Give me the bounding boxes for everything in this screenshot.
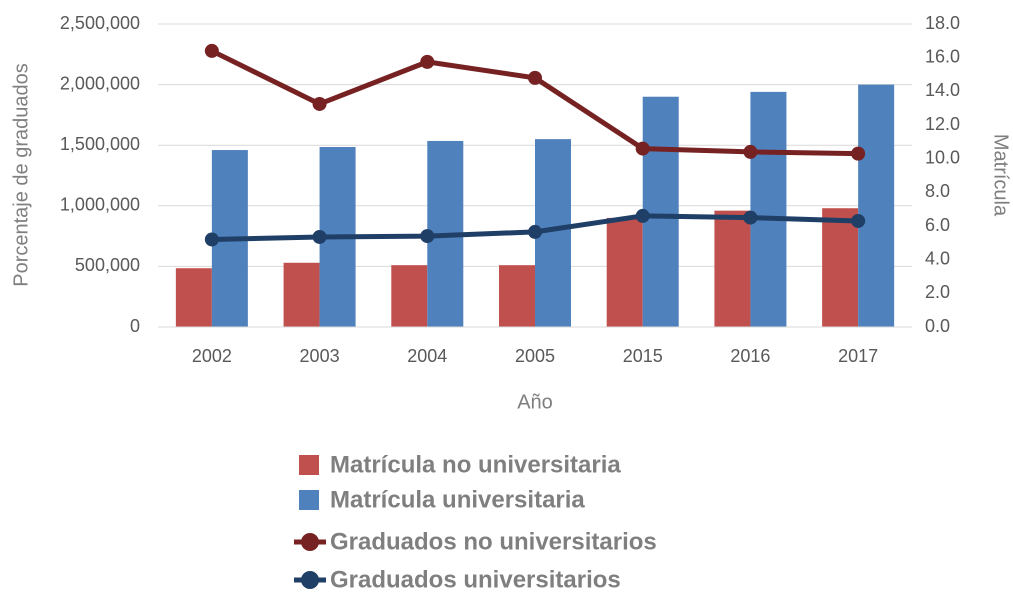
y2-axis-title: Matrícula bbox=[990, 134, 1012, 217]
y-tick-label: 2,500,000 bbox=[60, 13, 140, 33]
y2-tick-label: 0.0 bbox=[925, 316, 950, 336]
line-marker bbox=[743, 144, 758, 159]
line-marker bbox=[204, 43, 219, 58]
y-axis-title: Porcentaje de graduados bbox=[10, 63, 32, 287]
x-tick-label: 2015 bbox=[623, 346, 663, 366]
x-tick-label: 2004 bbox=[407, 346, 447, 366]
y-tick-label: 2,000,000 bbox=[60, 73, 140, 93]
line-marker bbox=[528, 224, 542, 239]
bar bbox=[499, 265, 535, 327]
line-marker bbox=[204, 232, 219, 247]
bar bbox=[750, 91, 787, 327]
x-tick-label: 2017 bbox=[838, 346, 878, 366]
legend-label: Graduados universitarios bbox=[330, 566, 621, 593]
bar bbox=[391, 265, 428, 327]
y2-tick-label: 2.0 bbox=[925, 282, 950, 302]
x-tick-label: 2005 bbox=[515, 346, 555, 366]
bar bbox=[822, 208, 859, 327]
legend-swatch bbox=[299, 490, 319, 510]
bar bbox=[858, 84, 895, 327]
x-tick-label: 2002 bbox=[192, 346, 232, 366]
legend-label: Graduados no universitarios bbox=[330, 528, 657, 555]
legend-swatch bbox=[299, 455, 319, 475]
y-tick-label: 1,500,000 bbox=[60, 134, 140, 154]
bar bbox=[283, 262, 320, 327]
line-marker bbox=[312, 96, 327, 111]
y2-tick-label: 10.0 bbox=[925, 147, 960, 167]
legend-swatch bbox=[301, 533, 319, 551]
line-marker bbox=[635, 141, 650, 156]
bar bbox=[714, 210, 751, 327]
x-axis-title: Año bbox=[517, 391, 553, 413]
y2-tick-label: 18.0 bbox=[925, 13, 960, 33]
y-tick-label: 500,000 bbox=[75, 255, 140, 275]
line-marker bbox=[851, 213, 866, 228]
y-tick-label: 0 bbox=[130, 316, 140, 336]
line-marker bbox=[743, 210, 758, 225]
y2-tick-label: 16.0 bbox=[925, 46, 960, 66]
y-tick-label: 1,000,000 bbox=[60, 195, 140, 215]
line-marker bbox=[635, 208, 650, 223]
bar bbox=[175, 268, 212, 327]
x-tick-label: 2003 bbox=[300, 346, 340, 366]
x-tick-label: 2016 bbox=[730, 346, 770, 366]
line-marker bbox=[420, 54, 435, 69]
y2-tick-label: 14.0 bbox=[925, 80, 960, 100]
y2-tick-label: 6.0 bbox=[925, 215, 950, 235]
line-marker bbox=[420, 229, 435, 244]
bar bbox=[606, 217, 643, 327]
bar bbox=[642, 96, 679, 327]
legend-label: Matrícula no universitaria bbox=[330, 451, 621, 478]
line-marker bbox=[312, 229, 327, 244]
y2-tick-label: 4.0 bbox=[925, 248, 950, 268]
line-marker bbox=[528, 70, 542, 85]
legend-label: Matrícula universitaria bbox=[330, 486, 585, 513]
legend-swatch bbox=[301, 571, 319, 589]
line-marker bbox=[851, 146, 866, 161]
y2-tick-label: 12.0 bbox=[925, 114, 960, 134]
y2-tick-label: 8.0 bbox=[925, 181, 950, 201]
